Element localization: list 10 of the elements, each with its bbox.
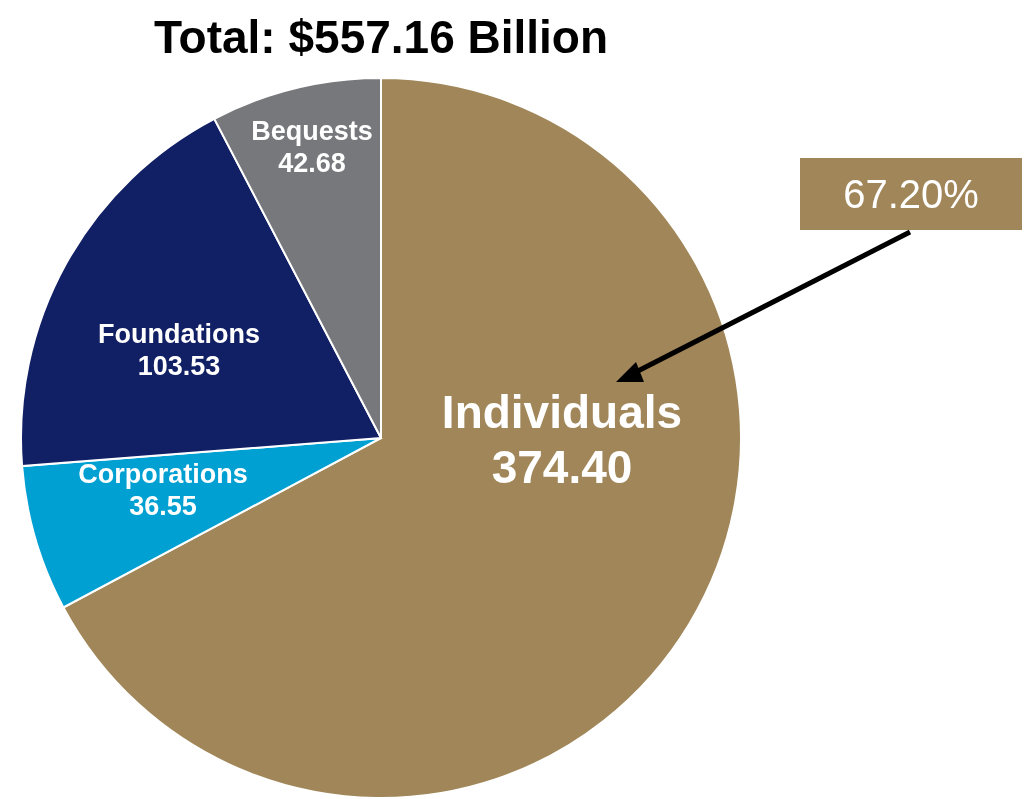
data-label: 36.55 bbox=[129, 491, 197, 522]
slice-label: Foundations bbox=[98, 319, 260, 349]
data-label: 103.53 bbox=[137, 351, 221, 382]
chart-title: Total: $557.16 Billion bbox=[153, 11, 609, 63]
text: 67.20% bbox=[843, 172, 979, 216]
slice-label: Corporations bbox=[78, 459, 248, 489]
data-label: 42.68 bbox=[278, 148, 346, 179]
slice-label: Individuals bbox=[441, 386, 683, 438]
slice-label: Bequests bbox=[251, 116, 373, 146]
data-label: 374.40 bbox=[491, 441, 633, 494]
